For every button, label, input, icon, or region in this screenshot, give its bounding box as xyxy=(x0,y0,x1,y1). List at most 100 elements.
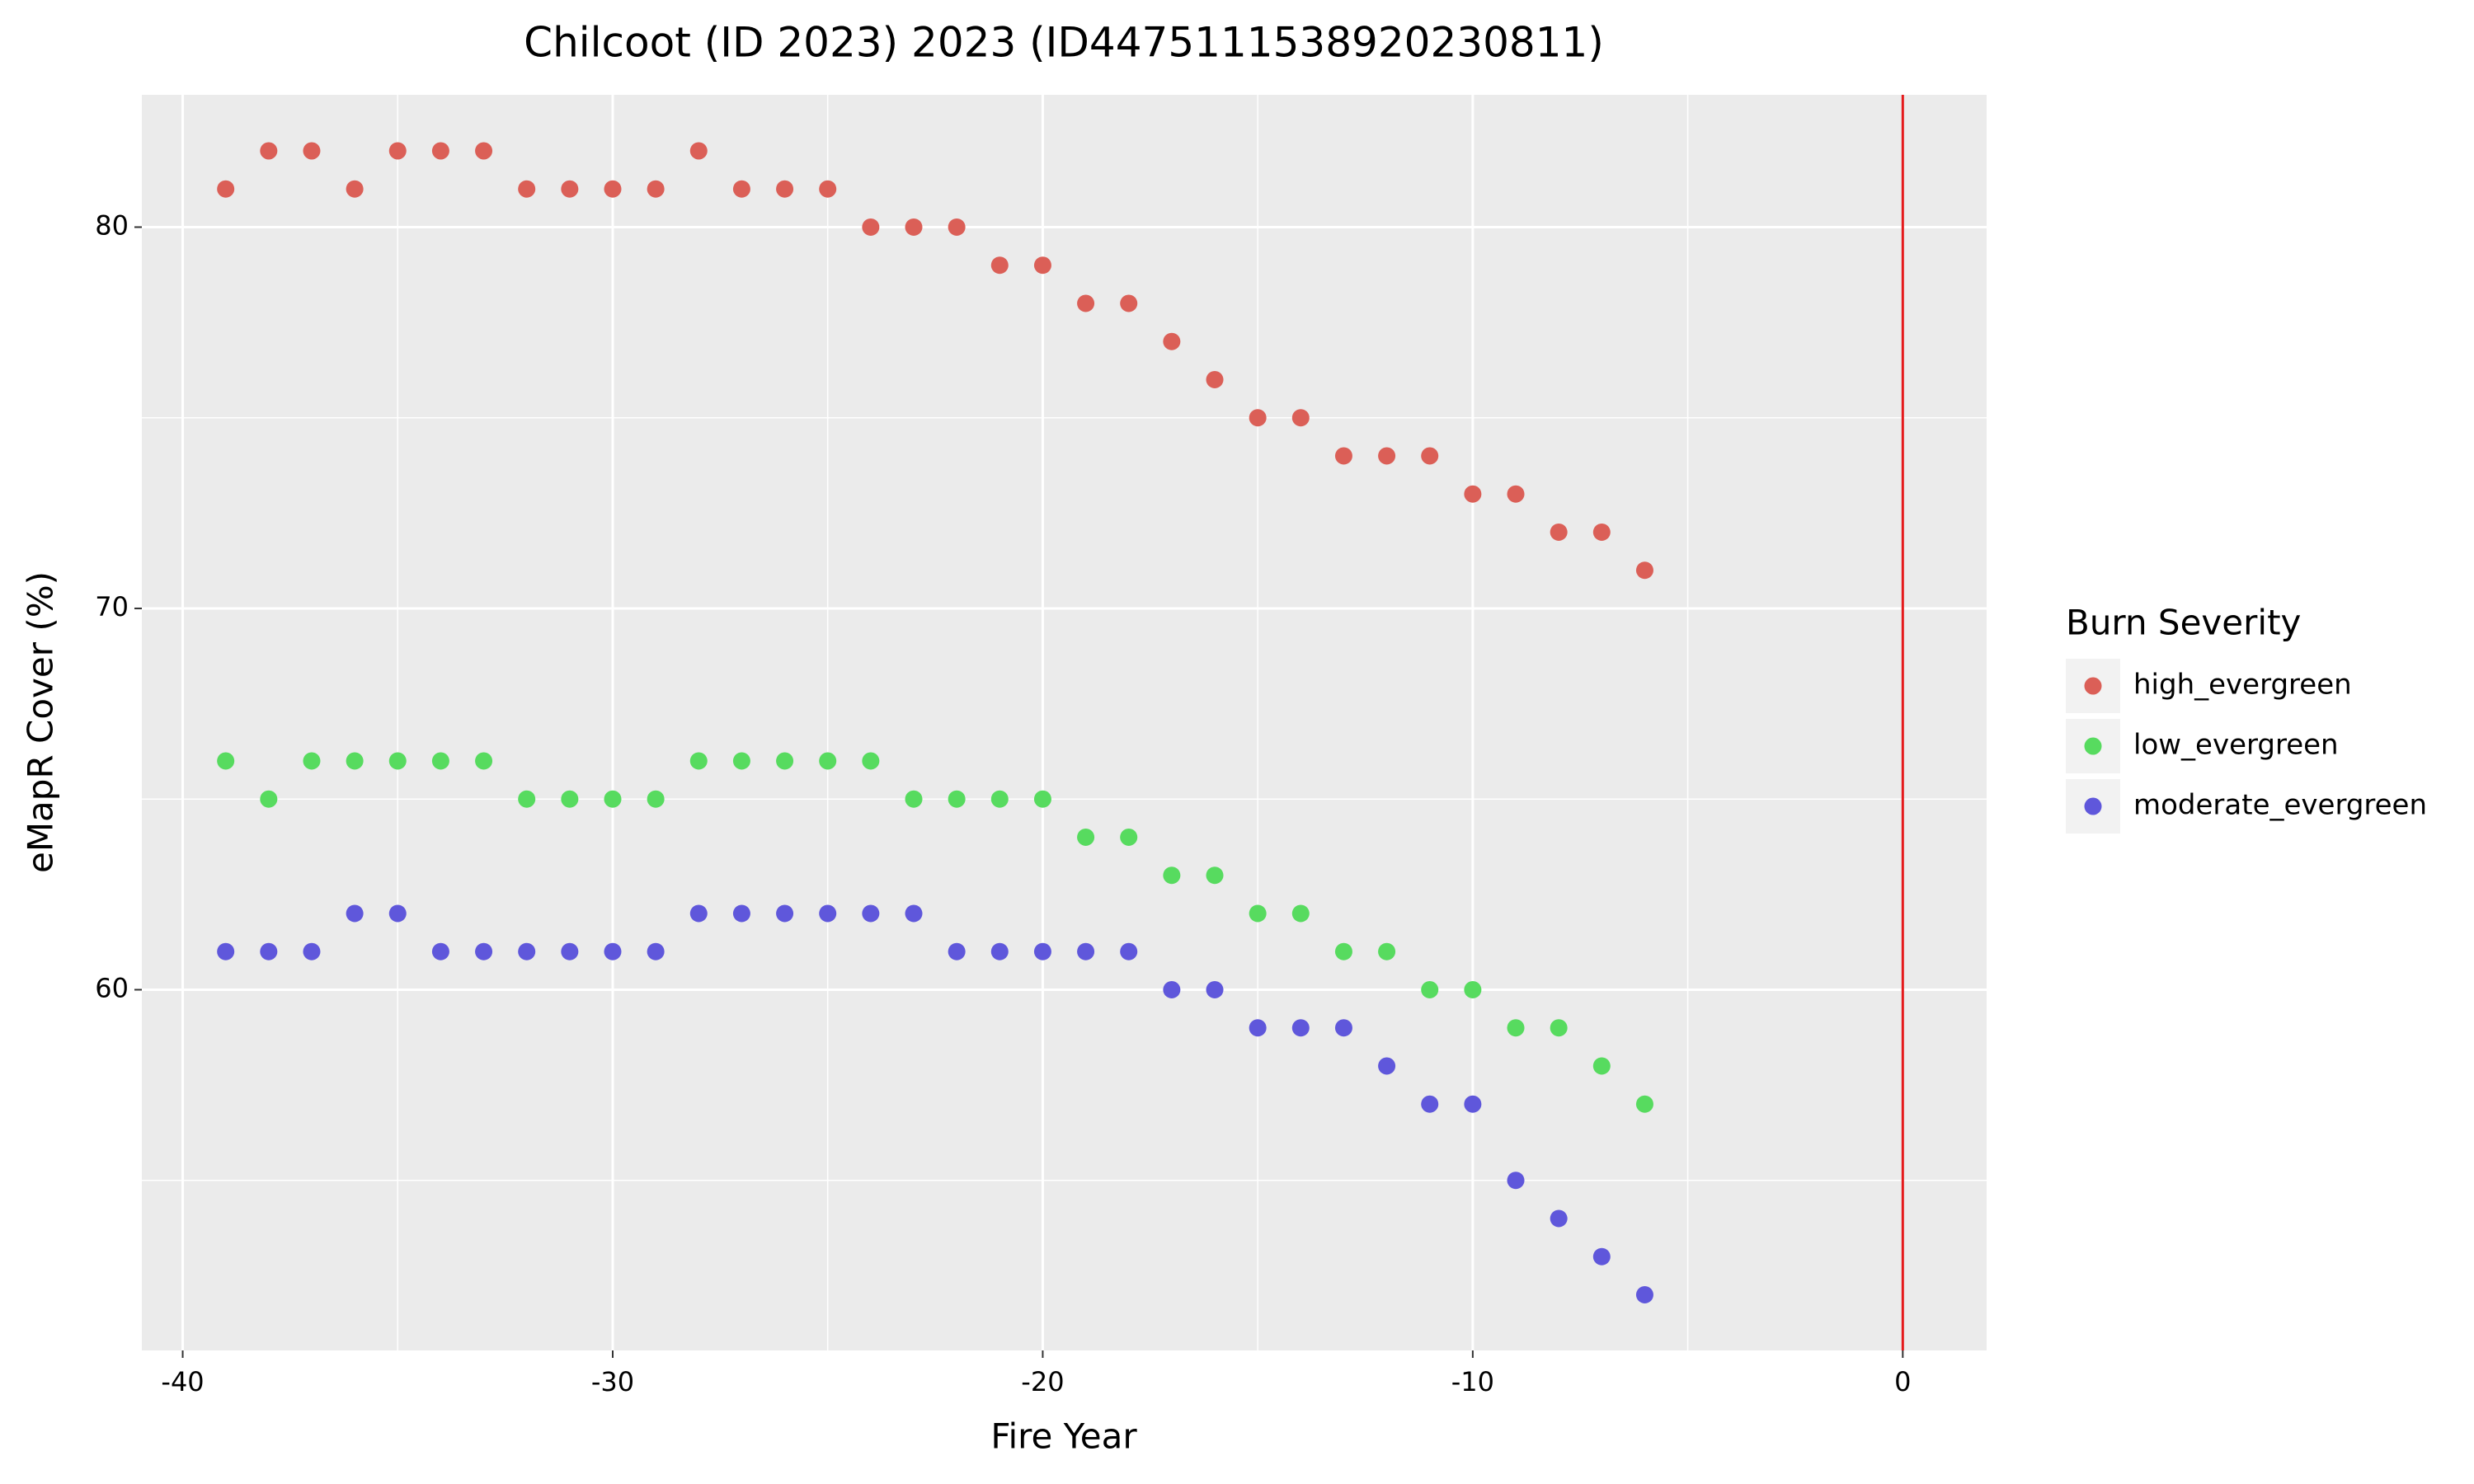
point xyxy=(1291,904,1310,923)
point xyxy=(1120,828,1138,846)
point xyxy=(990,942,1009,960)
point xyxy=(776,904,794,923)
point xyxy=(1033,256,1051,275)
point xyxy=(217,752,235,770)
point xyxy=(862,904,880,923)
point xyxy=(1378,447,1396,465)
point xyxy=(303,942,321,960)
point xyxy=(1378,1057,1396,1075)
point xyxy=(1421,1095,1439,1113)
point xyxy=(1464,485,1482,503)
point xyxy=(1163,332,1181,350)
point xyxy=(819,752,837,770)
legend-label: low_evergreen xyxy=(2133,729,2339,762)
point xyxy=(647,790,665,808)
point xyxy=(990,256,1009,275)
point xyxy=(1635,1095,1653,1113)
point xyxy=(217,180,235,198)
point xyxy=(518,942,536,960)
point xyxy=(1077,294,1095,312)
point xyxy=(1507,1172,1525,1190)
point xyxy=(260,790,278,808)
point xyxy=(647,180,665,198)
point xyxy=(819,904,837,923)
y-tick-label: 70 xyxy=(95,591,129,622)
point xyxy=(388,752,407,770)
point xyxy=(1635,1285,1653,1303)
point xyxy=(1334,447,1352,465)
point xyxy=(776,752,794,770)
point xyxy=(1334,942,1352,960)
point xyxy=(604,180,622,198)
x-axis-label: Fire Year xyxy=(990,1416,1137,1457)
legend-marker xyxy=(2084,677,2102,695)
point xyxy=(1206,866,1224,885)
point xyxy=(1249,409,1267,427)
point xyxy=(1077,828,1095,846)
x-tick-label: -20 xyxy=(1021,1366,1064,1397)
legend-marker xyxy=(2084,797,2102,815)
point xyxy=(862,752,880,770)
point xyxy=(1550,1209,1568,1228)
point xyxy=(776,180,794,198)
y-tick-label: 80 xyxy=(95,209,129,241)
point xyxy=(346,752,364,770)
point xyxy=(689,904,708,923)
point xyxy=(518,790,536,808)
point xyxy=(1507,1019,1525,1037)
point xyxy=(1249,904,1267,923)
point xyxy=(1635,561,1653,580)
point xyxy=(732,904,750,923)
legend-label: high_evergreen xyxy=(2133,669,2352,702)
point xyxy=(905,904,923,923)
point xyxy=(475,942,493,960)
point xyxy=(1206,980,1224,998)
point xyxy=(346,904,364,923)
point xyxy=(1550,523,1568,541)
point xyxy=(431,752,449,770)
point xyxy=(1120,942,1138,960)
x-tick-label: -40 xyxy=(161,1366,204,1397)
point xyxy=(948,942,966,960)
point xyxy=(260,942,278,960)
point xyxy=(905,218,923,236)
point xyxy=(1421,980,1439,998)
y-tick-label: 60 xyxy=(95,972,129,1003)
chart-title: Chilcoot (ID 2023) 2023 (ID4475111538920… xyxy=(524,19,1604,67)
point xyxy=(1592,1057,1611,1075)
point xyxy=(1421,447,1439,465)
x-tick-label: -10 xyxy=(1451,1366,1494,1397)
point xyxy=(431,142,449,160)
point xyxy=(862,218,880,236)
x-tick-label: 0 xyxy=(1894,1366,1911,1397)
point xyxy=(303,752,321,770)
point xyxy=(1592,1247,1611,1266)
point xyxy=(1077,942,1095,960)
point xyxy=(260,142,278,160)
point xyxy=(1120,294,1138,312)
point xyxy=(948,218,966,236)
y-axis-label: eMapR Cover (%) xyxy=(21,571,61,873)
point xyxy=(1464,1095,1482,1113)
plot-panel xyxy=(142,95,1987,1350)
point xyxy=(561,790,579,808)
point xyxy=(647,942,665,960)
point xyxy=(1507,485,1525,503)
point xyxy=(1378,942,1396,960)
point xyxy=(689,752,708,770)
point xyxy=(689,142,708,160)
point xyxy=(1163,866,1181,885)
point xyxy=(1033,790,1051,808)
point xyxy=(1592,523,1611,541)
point xyxy=(1550,1019,1568,1037)
point xyxy=(431,942,449,960)
point xyxy=(388,142,407,160)
point xyxy=(732,180,750,198)
point xyxy=(561,942,579,960)
point xyxy=(604,790,622,808)
point xyxy=(604,942,622,960)
point xyxy=(990,790,1009,808)
point xyxy=(1206,370,1224,388)
point xyxy=(475,752,493,770)
